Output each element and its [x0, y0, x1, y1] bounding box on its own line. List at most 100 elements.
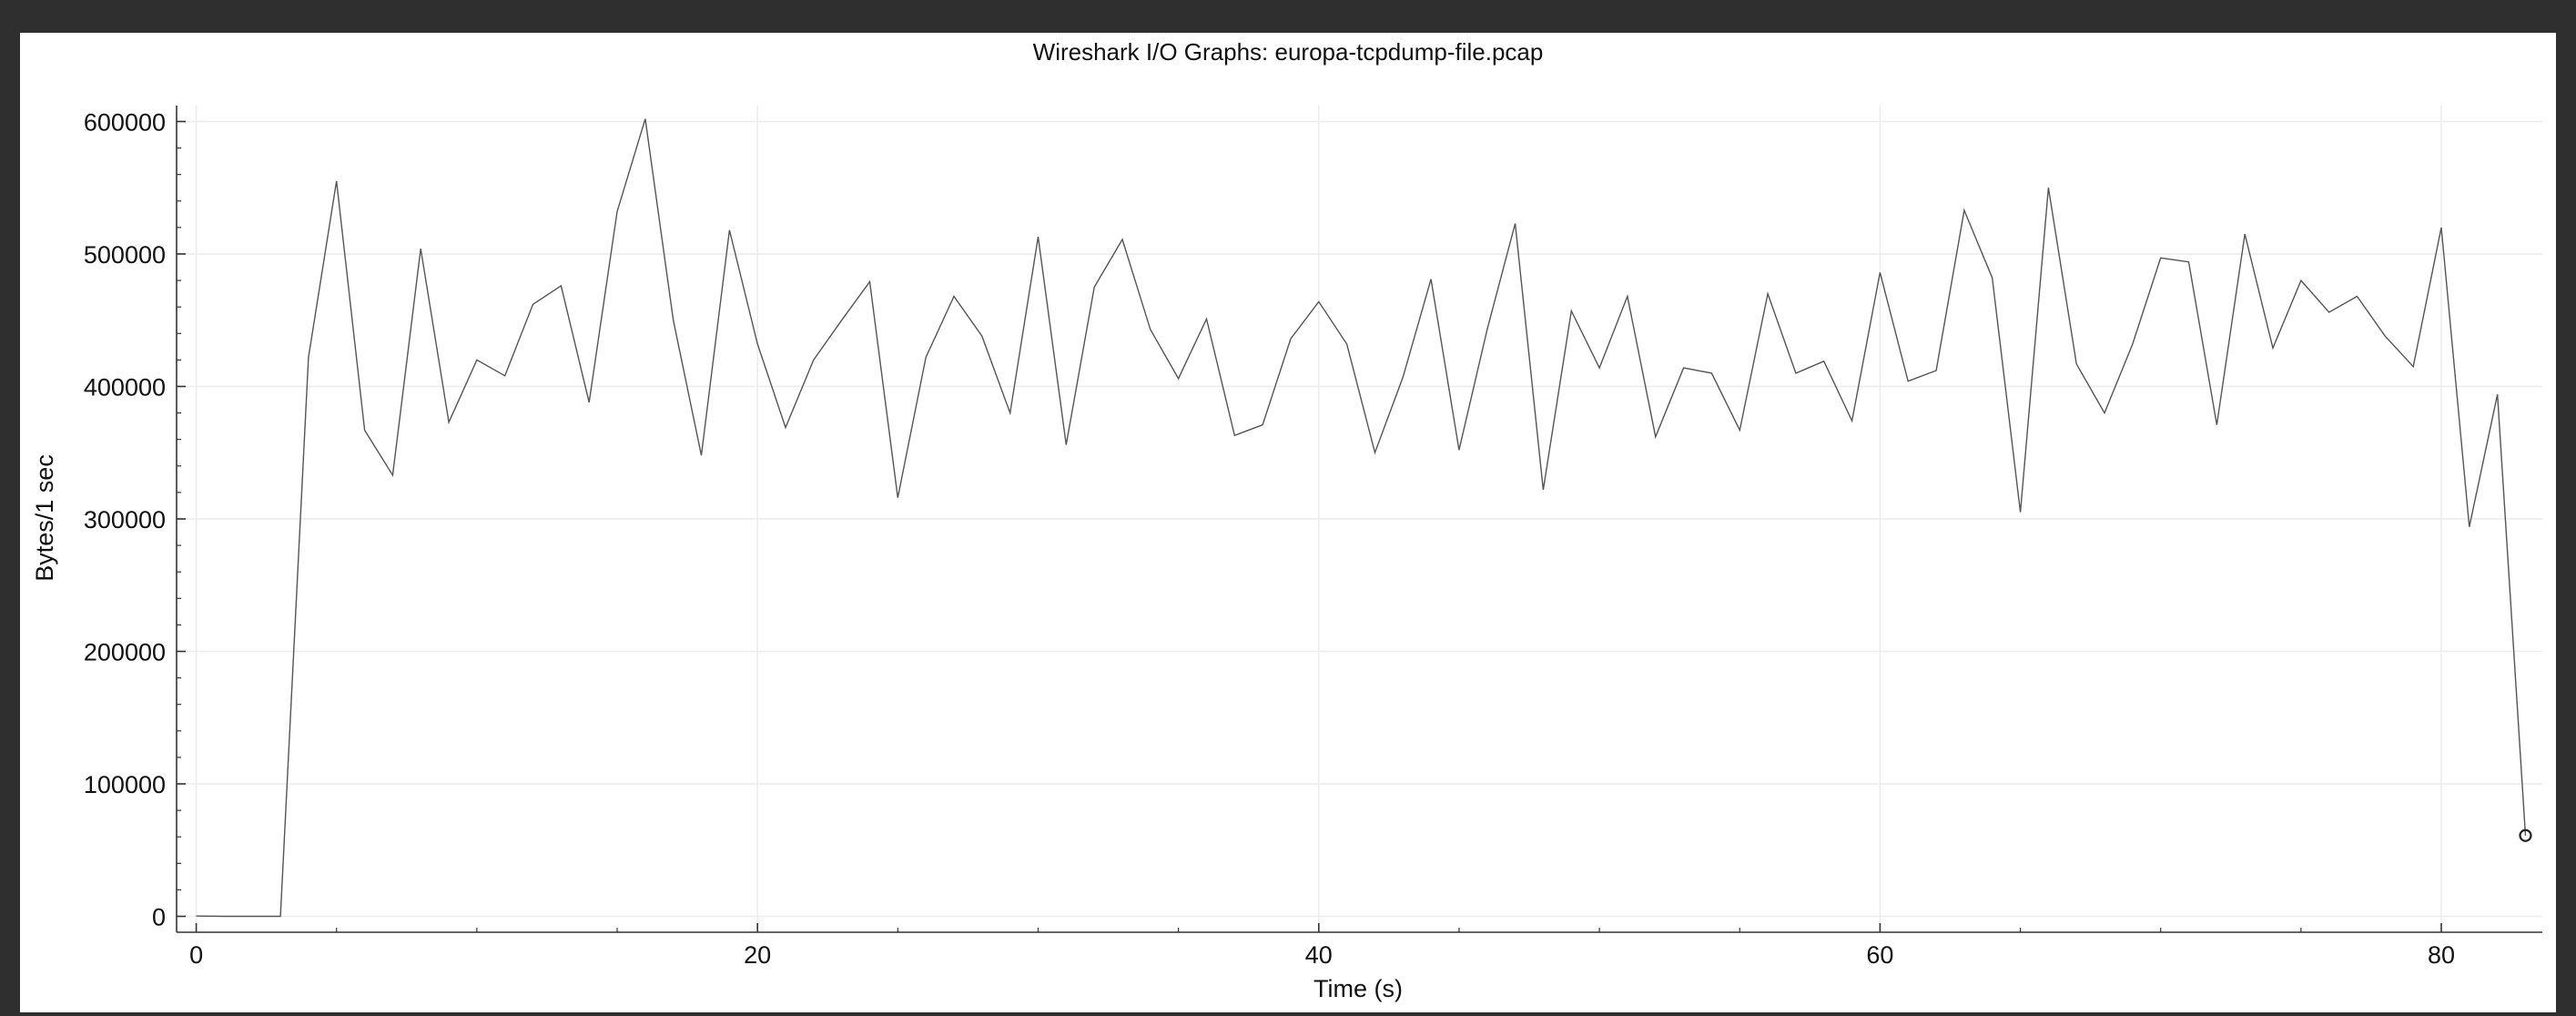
data-point[interactable]: [838, 317, 846, 324]
data-point[interactable]: [1315, 298, 1323, 305]
data-point[interactable]: [950, 293, 958, 300]
data-point[interactable]: [810, 356, 817, 363]
grid-lines: [177, 106, 2542, 932]
data-point[interactable]: [1007, 410, 1014, 417]
data-point[interactable]: [502, 372, 509, 380]
data-point[interactable]: [473, 356, 481, 363]
data-point[interactable]: [305, 353, 312, 361]
data-point[interactable]: [1259, 422, 1266, 429]
data-point[interactable]: [1202, 315, 1210, 322]
data-point[interactable]: [361, 427, 369, 434]
data-point[interactable]: [2326, 309, 2333, 316]
data-point[interactable]: [1455, 446, 1463, 453]
data-point[interactable]: [1932, 367, 1940, 374]
data-point[interactable]: [1147, 326, 1154, 333]
data-point[interactable]: [1287, 335, 1294, 342]
data-point[interactable]: [1539, 486, 1547, 493]
data-point[interactable]: [2129, 340, 2136, 348]
data-point[interactable]: [1175, 375, 1182, 382]
x-tick-label: 80: [2428, 941, 2455, 969]
data-point[interactable]: [1904, 378, 1912, 385]
data-point[interactable]: [585, 399, 593, 406]
data-point[interactable]: [1344, 340, 1351, 348]
y-tick-label: 400000: [84, 373, 166, 401]
data-point[interactable]: [1876, 269, 1883, 276]
data-point[interactable]: [2381, 332, 2388, 340]
data-point[interactable]: [922, 353, 929, 361]
chart-title: Wireshark I/O Graphs: europa-tcpdump-fil…: [1032, 38, 1544, 66]
data-point[interactable]: [1708, 370, 1715, 377]
data-point[interactable]: [1399, 373, 1406, 381]
series-line[interactable]: [196, 118, 2527, 918]
data-point[interactable]: [333, 178, 340, 185]
data-point[interactable]: [1764, 290, 1771, 298]
data-point[interactable]: [557, 282, 564, 290]
y-tick-label: 300000: [84, 506, 166, 533]
data-point[interactable]: [698, 452, 705, 459]
data-point[interactable]: [445, 419, 452, 426]
data-point[interactable]: [1792, 370, 1800, 377]
y-tick-label: 200000: [84, 639, 166, 666]
data-point[interactable]: [1624, 293, 1631, 300]
x-tick-label: 0: [189, 941, 203, 969]
y-axis-ticks: 0 100000 200000 300000 400000 500000 600000: [84, 108, 186, 931]
y-axis-label: Bytes/1 sec: [31, 454, 58, 582]
data-point[interactable]: [1736, 427, 1743, 434]
data-point[interactable]: [1062, 442, 1070, 449]
data-point[interactable]: [2157, 254, 2165, 261]
data-point[interactable]: [2438, 224, 2445, 231]
data-point[interactable]: [2241, 230, 2248, 238]
data-point[interactable]: [1849, 417, 1856, 424]
x-tick-label: 60: [1866, 941, 1893, 969]
data-point[interactable]: [1512, 220, 1519, 228]
data-point[interactable]: [2044, 184, 2052, 191]
data-point[interactable]: [642, 116, 649, 123]
data-point[interactable]: [867, 279, 874, 286]
data-point[interactable]: [1961, 207, 1968, 214]
data-point[interactable]: [1567, 308, 1575, 315]
data-point[interactable]: [1596, 364, 1603, 371]
data-point[interactable]: [193, 912, 200, 919]
data-point[interactable]: [2073, 361, 2080, 368]
data-point[interactable]: [2466, 523, 2473, 531]
data-point[interactable]: [1034, 233, 1041, 240]
data-point[interactable]: [1371, 449, 1378, 456]
data-point[interactable]: [2269, 344, 2277, 351]
data-point[interactable]: [2297, 277, 2305, 284]
data-point[interactable]: [2409, 363, 2417, 371]
data-point[interactable]: [782, 424, 789, 432]
data-point[interactable]: [2017, 509, 2024, 516]
data-point[interactable]: [277, 913, 284, 920]
data-point[interactable]: [389, 472, 396, 479]
data-point[interactable]: [248, 913, 256, 920]
data-point[interactable]: [725, 227, 733, 234]
data-point[interactable]: [979, 332, 986, 340]
data-point[interactable]: [1680, 364, 1688, 371]
x-axis-ticks: 0 20 40 60 80: [189, 923, 2455, 969]
data-point[interactable]: [2101, 410, 2108, 417]
data-point[interactable]: [1652, 433, 1659, 441]
data-point[interactable]: [1820, 358, 1828, 365]
last-point-marker[interactable]: [2519, 828, 2532, 842]
data-point[interactable]: [1989, 274, 1996, 281]
data-point[interactable]: [1231, 432, 1238, 439]
data-point[interactable]: [1427, 276, 1435, 283]
data-point[interactable]: [1484, 326, 1491, 333]
data-point[interactable]: [530, 300, 537, 308]
data-point[interactable]: [2494, 391, 2501, 398]
data-point[interactable]: [220, 913, 228, 920]
data-point[interactable]: [754, 340, 761, 348]
data-point[interactable]: [1090, 283, 1098, 290]
data-point[interactable]: [2354, 293, 2361, 300]
data-point[interactable]: [2213, 422, 2220, 429]
y-tick-label: 0: [152, 904, 166, 931]
data-point[interactable]: [417, 245, 424, 252]
data-point[interactable]: [670, 317, 677, 324]
data-point[interactable]: [2186, 259, 2193, 266]
data-point[interactable]: [2522, 832, 2530, 839]
data-point[interactable]: [894, 494, 901, 502]
data-point[interactable]: [1119, 236, 1126, 243]
data-point[interactable]: [614, 208, 621, 215]
series-group: [193, 116, 2532, 920]
